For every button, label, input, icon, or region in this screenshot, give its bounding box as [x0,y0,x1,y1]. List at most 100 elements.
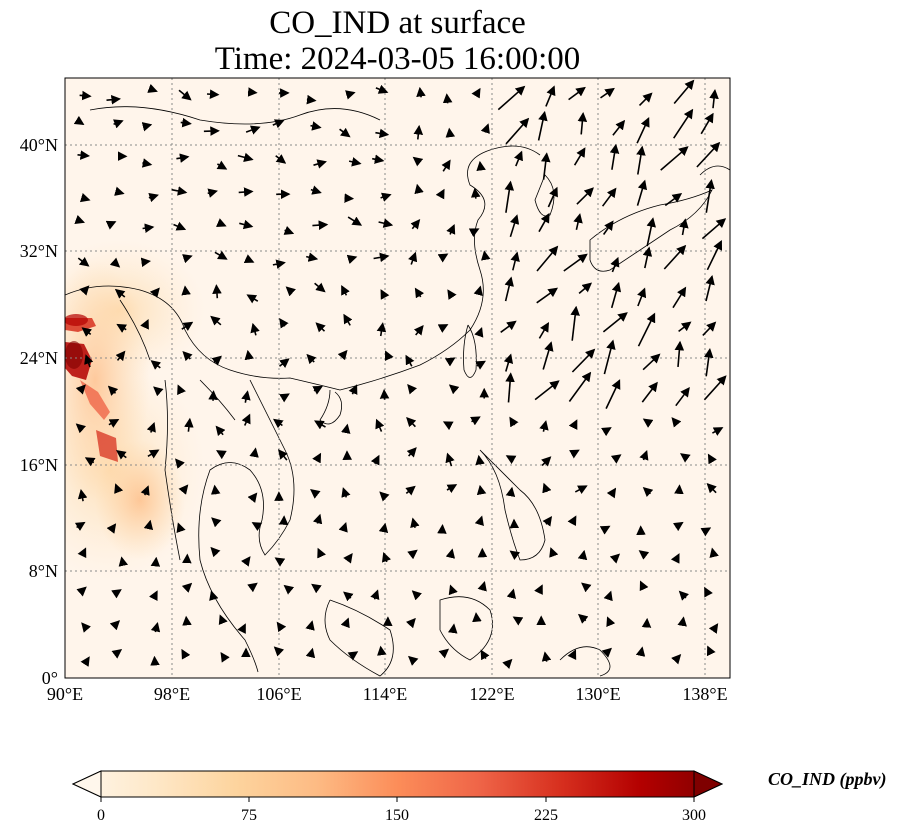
wind-arrow [344,193,355,203]
map-frame [64,77,731,679]
wind-arrow [181,582,193,593]
wind-arrow [306,252,319,262]
wind-arrow [475,360,486,370]
wind-arrow [414,287,425,299]
x-axis: 90°E 98°E 106°E 114°E 122°E 130°E 138°E [47,684,728,704]
wind-arrow [703,375,727,401]
colorbar-tick-label: 300 [682,807,706,824]
wind-arrow [570,305,580,341]
wind-arrow [370,589,380,601]
wind-arrow [375,84,389,94]
wind-arrow [438,648,450,659]
wind-arrow [243,254,255,263]
wind-arrow [609,143,620,170]
wind-arrow [707,453,717,465]
wind-arrow [339,127,351,138]
wind-arrow [678,590,689,601]
wind-arrow [84,457,96,467]
colorbar-tick-label: 225 [534,807,558,824]
wind-arrow [314,420,326,430]
wind-arrow [660,146,689,171]
wind-arrow [549,547,559,558]
wind-arrow [696,141,721,168]
wind-arrow [635,646,646,657]
x-tick-label: 130°E [575,684,620,704]
wind-arrow [378,522,389,534]
wind-arrow [541,651,552,662]
wind-arrow [678,321,692,333]
wind-arrow [476,160,486,172]
wind-arrow [563,253,588,272]
wind-arrow [406,447,417,458]
x-tick-label: 122°E [469,684,514,704]
wind-arrow [675,387,690,407]
wind-arrow [276,621,287,633]
wind-arrow [468,228,480,238]
wind-arrow [504,276,514,302]
wind-arrow [509,416,519,428]
wind-arrow [310,185,322,195]
wind-arrow [601,427,612,437]
y-tick-label: 24°N [20,348,58,368]
wind-arrow [677,616,687,627]
wind-arrow [609,553,621,564]
wind-arrow [474,326,484,338]
wind-arrow [603,339,616,375]
wind-arrow [73,115,85,126]
wind-arrow [143,519,154,531]
wind-arrow [247,492,258,503]
colorbar-label: CO_IND (ppbv) [768,769,887,789]
wind-arrow [506,588,516,600]
wind-arrow [210,315,222,326]
wind-arrow [567,649,577,660]
wind-arrow [348,157,362,167]
wind-arrow [249,447,259,458]
wind-arrow [237,152,254,162]
wind-arrow [577,112,588,135]
wind-arrow [512,616,524,626]
wind-arrow [114,288,126,299]
wind-arrow [641,617,652,628]
wind-arrow [599,525,611,535]
map-time-subtitle: Time: 2024-03-05 16:00:00 [214,41,581,77]
wind-arrow [541,456,552,467]
wind-arrow [446,224,456,235]
wind-arrow [447,623,458,634]
wind-arrow [181,321,194,331]
wind-arrow [237,623,246,635]
wind-arrow [671,654,682,665]
wind-arrow [210,546,221,558]
wind-arrow [380,192,392,202]
wind-arrow [111,589,122,599]
wind-arrow [497,85,526,111]
wind-arrow [106,94,121,105]
wind-arrow [581,582,592,593]
wind-arrow [639,580,649,592]
wind-arrow [178,484,189,495]
wind-arrow [540,152,551,180]
wind-arrow [547,186,558,208]
wind-arrow [642,418,654,428]
wind-arrow [709,547,719,558]
wind-arrow [341,487,351,498]
wind-arrow [606,487,617,499]
wind-arrow [75,384,86,395]
wind-arrow [413,124,424,140]
wind-arrow [542,341,554,370]
wind-arrow [663,244,687,270]
wind-arrow [279,358,290,368]
wind-arrow [671,417,682,428]
wind-arrow [180,117,192,128]
wind-arrow [141,122,153,132]
wind-arrow [153,386,164,397]
wind-arrow [76,586,87,597]
colorbar-extend-min [71,770,102,798]
wind-arrow [639,449,649,461]
wind-arrow [534,584,543,595]
wind-arrow [341,284,350,296]
wind-arrow [412,156,424,167]
x-tick-label: 114°E [363,684,408,704]
wind-arrow [238,187,254,197]
wind-arrow [712,427,724,436]
wind-arrow [77,257,90,267]
